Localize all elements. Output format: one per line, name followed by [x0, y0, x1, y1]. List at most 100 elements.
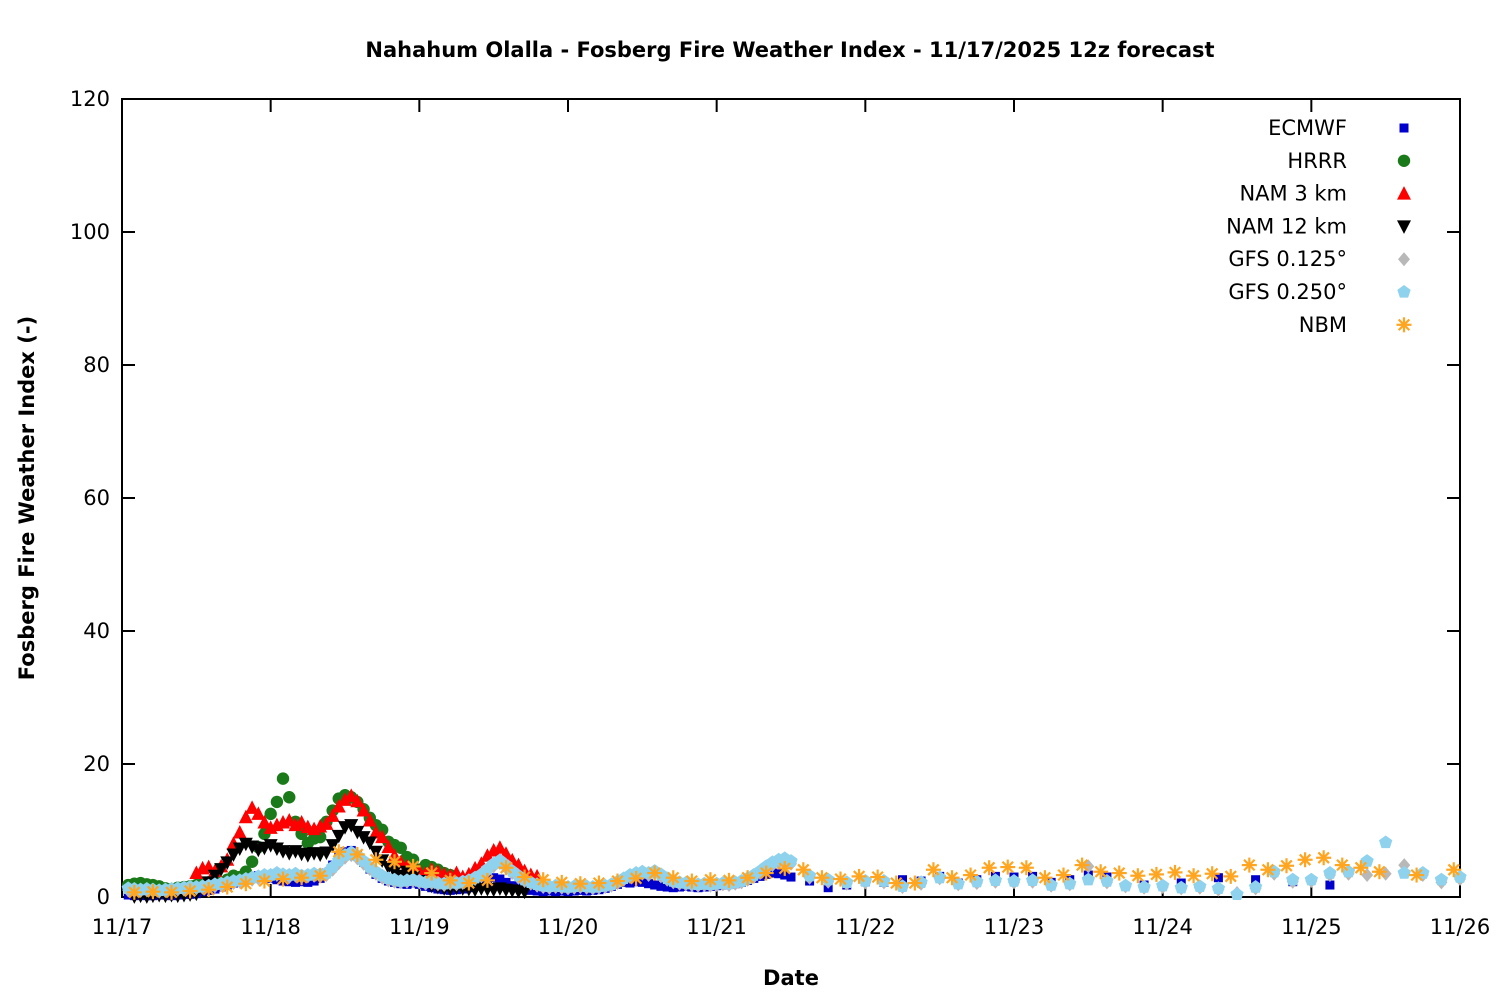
- legend-item-hrrr: HRRR: [1287, 149, 1411, 173]
- data-point: [1018, 860, 1034, 876]
- legend-label: NBM: [1299, 313, 1347, 337]
- data-point: [721, 872, 737, 888]
- data-point: [145, 884, 161, 900]
- data-point: [226, 848, 241, 862]
- data-point: [387, 854, 403, 870]
- data-point: [1446, 862, 1462, 878]
- data-point: [925, 862, 941, 878]
- x-tick-label: 11/20: [538, 915, 599, 939]
- data-point: [1434, 872, 1449, 886]
- data-point: [1186, 868, 1202, 884]
- legend-label: HRRR: [1287, 149, 1347, 173]
- legend-item-nbm: NBM: [1299, 313, 1412, 337]
- legend-item-ecmwf: ECMWF: [1268, 116, 1409, 140]
- data-point: [1081, 872, 1095, 886]
- data-point: [238, 809, 253, 824]
- data-point: [702, 872, 718, 888]
- data-point: [1111, 865, 1127, 881]
- data-point: [1204, 866, 1220, 882]
- data-point: [375, 829, 390, 844]
- data-point: [489, 873, 499, 883]
- data-point: [245, 800, 260, 814]
- data-point: [1007, 874, 1021, 887]
- data-point: [182, 883, 198, 899]
- data-point: [1148, 866, 1164, 882]
- data-point: [1323, 866, 1337, 879]
- data-point: [517, 869, 533, 885]
- data-point: [1379, 866, 1392, 881]
- x-tick-label: 11/21: [686, 915, 747, 939]
- legend-item-gfs-0-125-: GFS 0.125°: [1228, 247, 1410, 271]
- data-point: [833, 871, 849, 887]
- x-tick-label: 11/19: [389, 915, 450, 939]
- data-point: [1371, 864, 1387, 880]
- legend-label: GFS 0.125°: [1228, 247, 1347, 271]
- data-point: [338, 792, 352, 806]
- data-point: [1174, 880, 1188, 894]
- data-point: [1304, 872, 1318, 886]
- legend-marker-circle: [1397, 154, 1411, 167]
- data-point: [795, 862, 811, 878]
- data-point: [405, 858, 421, 874]
- data-point: [1130, 868, 1146, 884]
- data-point: [331, 844, 347, 860]
- data-point: [251, 806, 266, 820]
- data-point: [740, 870, 756, 886]
- data-point: [665, 870, 681, 886]
- legend: ECMWF HRRR NAM 3 km NAM 12 km GFS 0.125° GFS …: [1226, 116, 1412, 337]
- data-point: [498, 860, 514, 876]
- data-point: [851, 868, 867, 884]
- data-point: [1334, 857, 1350, 873]
- data-point: [591, 875, 607, 891]
- data-point: [495, 874, 505, 884]
- data-point: [870, 869, 886, 885]
- data-point: [1100, 874, 1114, 887]
- data-point: [362, 836, 377, 850]
- data-point: [356, 803, 371, 817]
- data-point: [442, 872, 458, 888]
- data-point: [283, 791, 296, 804]
- legend-marker-pentagon: [1397, 285, 1411, 298]
- data-point: [1037, 870, 1053, 886]
- data-point: [1251, 875, 1261, 885]
- data-point: [1056, 867, 1072, 883]
- data-point: [647, 865, 663, 881]
- x-tick-label: 11/18: [240, 915, 301, 939]
- data-point: [963, 867, 979, 883]
- data-point: [644, 879, 654, 889]
- data-point: [1248, 880, 1263, 893]
- data-point: [257, 815, 272, 829]
- y-tick-label: 20: [83, 752, 110, 776]
- x-tick-label: 11/25: [1281, 915, 1342, 939]
- data-point: [1000, 859, 1016, 875]
- x-tick-label: 11/17: [92, 915, 153, 939]
- data-point: [1211, 881, 1226, 895]
- y-tick-label: 0: [97, 885, 110, 909]
- data-point: [207, 869, 222, 884]
- data-point: [1316, 850, 1332, 866]
- data-point: [256, 873, 272, 889]
- series-nbm: [126, 844, 1462, 900]
- legend-item-gfs-0-250-: GFS 0.250°: [1228, 280, 1411, 304]
- data-point: [264, 807, 277, 821]
- data-point: [325, 839, 340, 853]
- data-point: [214, 863, 229, 877]
- data-point: [628, 870, 644, 886]
- data-point: [535, 872, 551, 888]
- data-point: [479, 872, 495, 888]
- x-tick-label: 11/23: [984, 915, 1045, 939]
- data-point: [1397, 866, 1411, 879]
- data-point: [1241, 857, 1257, 873]
- data-point: [201, 882, 217, 898]
- data-point: [1325, 880, 1335, 890]
- data-point: [319, 846, 334, 860]
- data-point: [387, 865, 402, 880]
- data-point: [1379, 835, 1393, 849]
- data-point: [517, 885, 532, 900]
- data-point: [331, 829, 346, 844]
- data-point: [758, 865, 774, 881]
- data-point: [1286, 872, 1300, 886]
- legend-item-nam-3-km: NAM 3 km: [1239, 182, 1411, 206]
- data-point: [294, 870, 310, 886]
